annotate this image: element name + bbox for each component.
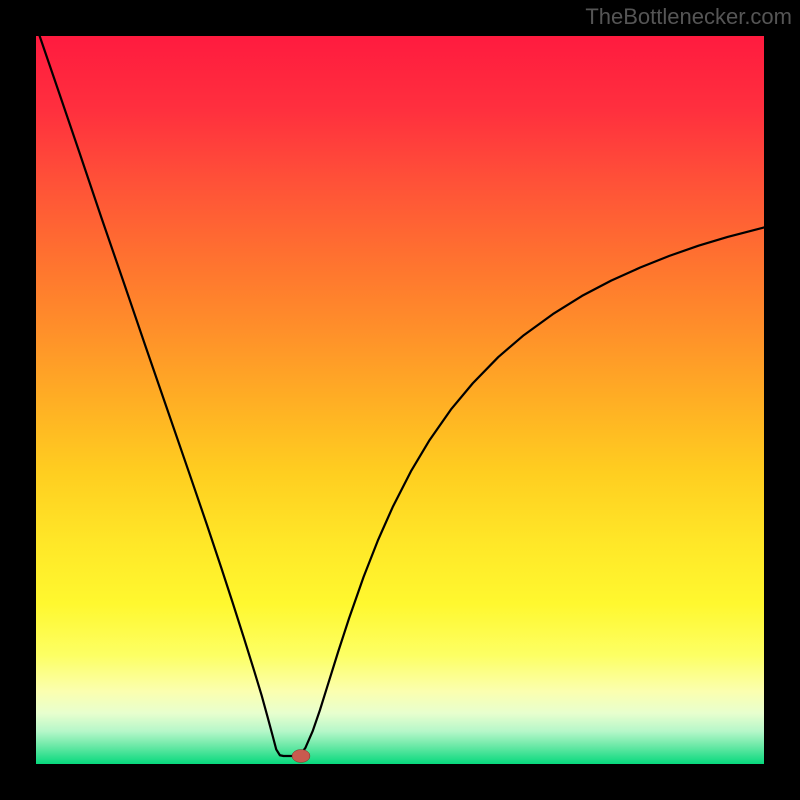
bottleneck-chart [0,0,800,800]
plot-background [36,36,764,764]
chart-container: TheBottlenecker.com [0,0,800,800]
optimal-point-marker [292,749,310,762]
watermark-text: TheBottlenecker.com [585,4,792,30]
